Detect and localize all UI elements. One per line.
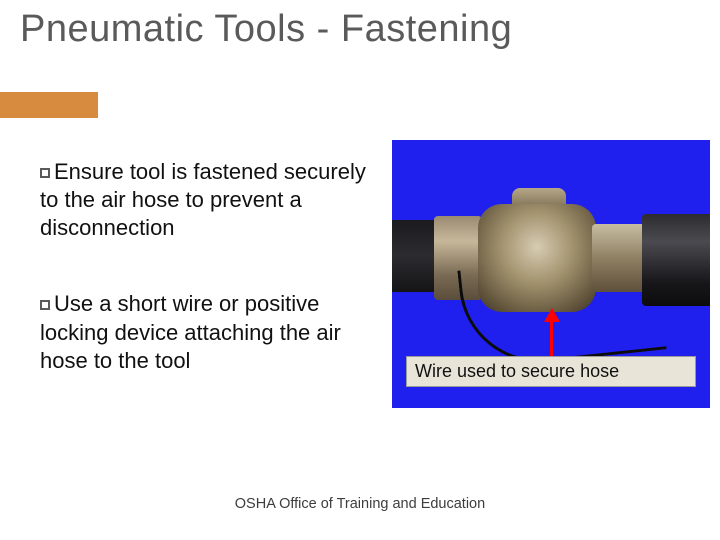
- footer-text: OSHA Office of Training and Education: [0, 496, 720, 512]
- bullet-text: Ensure tool is fastened securely to the …: [40, 159, 366, 240]
- bullet-marker-icon: [40, 300, 50, 310]
- bullet-item: Ensure tool is fastened securely to the …: [40, 158, 370, 242]
- stem-shape: [592, 224, 648, 292]
- slide-title: Pneumatic Tools - Fastening: [20, 8, 512, 51]
- image-caption: Wire used to secure hose: [406, 356, 696, 387]
- nut-left-shape: [434, 216, 482, 300]
- bullet-list: Ensure tool is fastened securely to the …: [40, 158, 370, 423]
- accent-bar: [0, 92, 98, 118]
- valve-body-shape: [478, 204, 596, 312]
- nut-right-shape: [642, 214, 710, 306]
- bullet-item: Use a short wire or positive locking dev…: [40, 290, 370, 374]
- bullet-marker-icon: [40, 168, 50, 178]
- illustration: Wire used to secure hose: [392, 140, 710, 408]
- slide: Pneumatic Tools - Fastening Ensure tool …: [0, 0, 720, 540]
- bullet-text: Use a short wire or positive locking dev…: [40, 291, 341, 372]
